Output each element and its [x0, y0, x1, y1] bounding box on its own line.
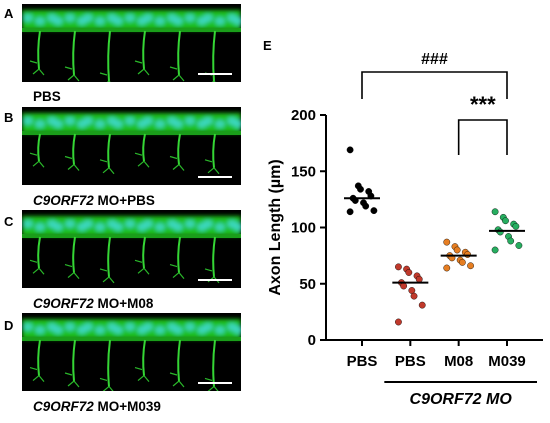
- panel-letter-e: E: [263, 38, 272, 53]
- y-axis-label: Axon Length (µm): [267, 159, 284, 295]
- data-point: [362, 202, 370, 210]
- data-point: [418, 301, 426, 309]
- data-point: [443, 238, 451, 246]
- significance-label: ###: [421, 51, 448, 68]
- panel-letter-a: A: [4, 6, 14, 21]
- data-point: [464, 251, 471, 258]
- micrograph-mo-m039: [22, 313, 241, 391]
- data-point: [443, 264, 451, 272]
- data-point: [515, 242, 523, 249]
- data-point: [507, 237, 515, 245]
- data-point: [405, 269, 413, 276]
- data-point: [346, 146, 354, 154]
- x-tick-label: PBS: [347, 353, 378, 370]
- data-point: [395, 318, 402, 326]
- y-tick-label: 0: [308, 332, 316, 349]
- data-point: [395, 263, 402, 271]
- significance-bracket: [457, 119, 508, 155]
- panel-letter-b: B: [4, 110, 14, 125]
- x-tick-label: M039: [488, 353, 526, 370]
- caption-mo-m08: C9ORF72 MO+M08: [33, 296, 154, 311]
- series-3: [489, 208, 525, 254]
- group-label: C9ORF72 MO: [410, 391, 513, 408]
- y-tick-label: 150: [291, 163, 316, 180]
- micrograph-pbs: [22, 4, 241, 82]
- data-point: [502, 217, 509, 225]
- data-point: [370, 207, 378, 215]
- data-point: [491, 246, 499, 254]
- significance-label: ***: [470, 92, 496, 117]
- y-tick-label: 50: [299, 276, 316, 293]
- panel-letter-d: D: [4, 318, 14, 333]
- data-point: [410, 292, 418, 300]
- x-tick-label: PBS: [395, 353, 426, 370]
- series-1: [392, 263, 429, 326]
- data-point: [467, 262, 474, 270]
- data-point: [496, 228, 504, 236]
- data-point: [453, 246, 461, 254]
- data-point: [512, 222, 520, 230]
- panel-letter-c: C: [4, 214, 14, 229]
- caption-mo-pbs: C9ORF72 MO+PBS: [33, 193, 155, 208]
- data-point: [415, 275, 423, 283]
- y-tick-label: 200: [291, 107, 316, 124]
- series-0: [344, 146, 380, 216]
- data-point: [491, 208, 499, 216]
- micrograph-mo-m08: [22, 210, 241, 288]
- y-tick-label: 100: [291, 220, 316, 237]
- caption-pbs: PBS: [33, 89, 61, 104]
- data-point: [458, 258, 466, 266]
- x-tick-label: M08: [444, 353, 473, 370]
- data-point: [400, 282, 408, 290]
- caption-mo-m039: C9ORF72 MO+M039: [33, 399, 161, 414]
- data-point: [357, 185, 364, 193]
- micrograph-mo-pbs: [22, 107, 241, 185]
- data-point: [346, 208, 354, 216]
- axon-length-chart: Axon Length (µm) 0 50 100 150 200 PBS PBS M08 M03…: [267, 51, 543, 408]
- series-2: [440, 238, 477, 272]
- significance-bracket: [361, 71, 508, 99]
